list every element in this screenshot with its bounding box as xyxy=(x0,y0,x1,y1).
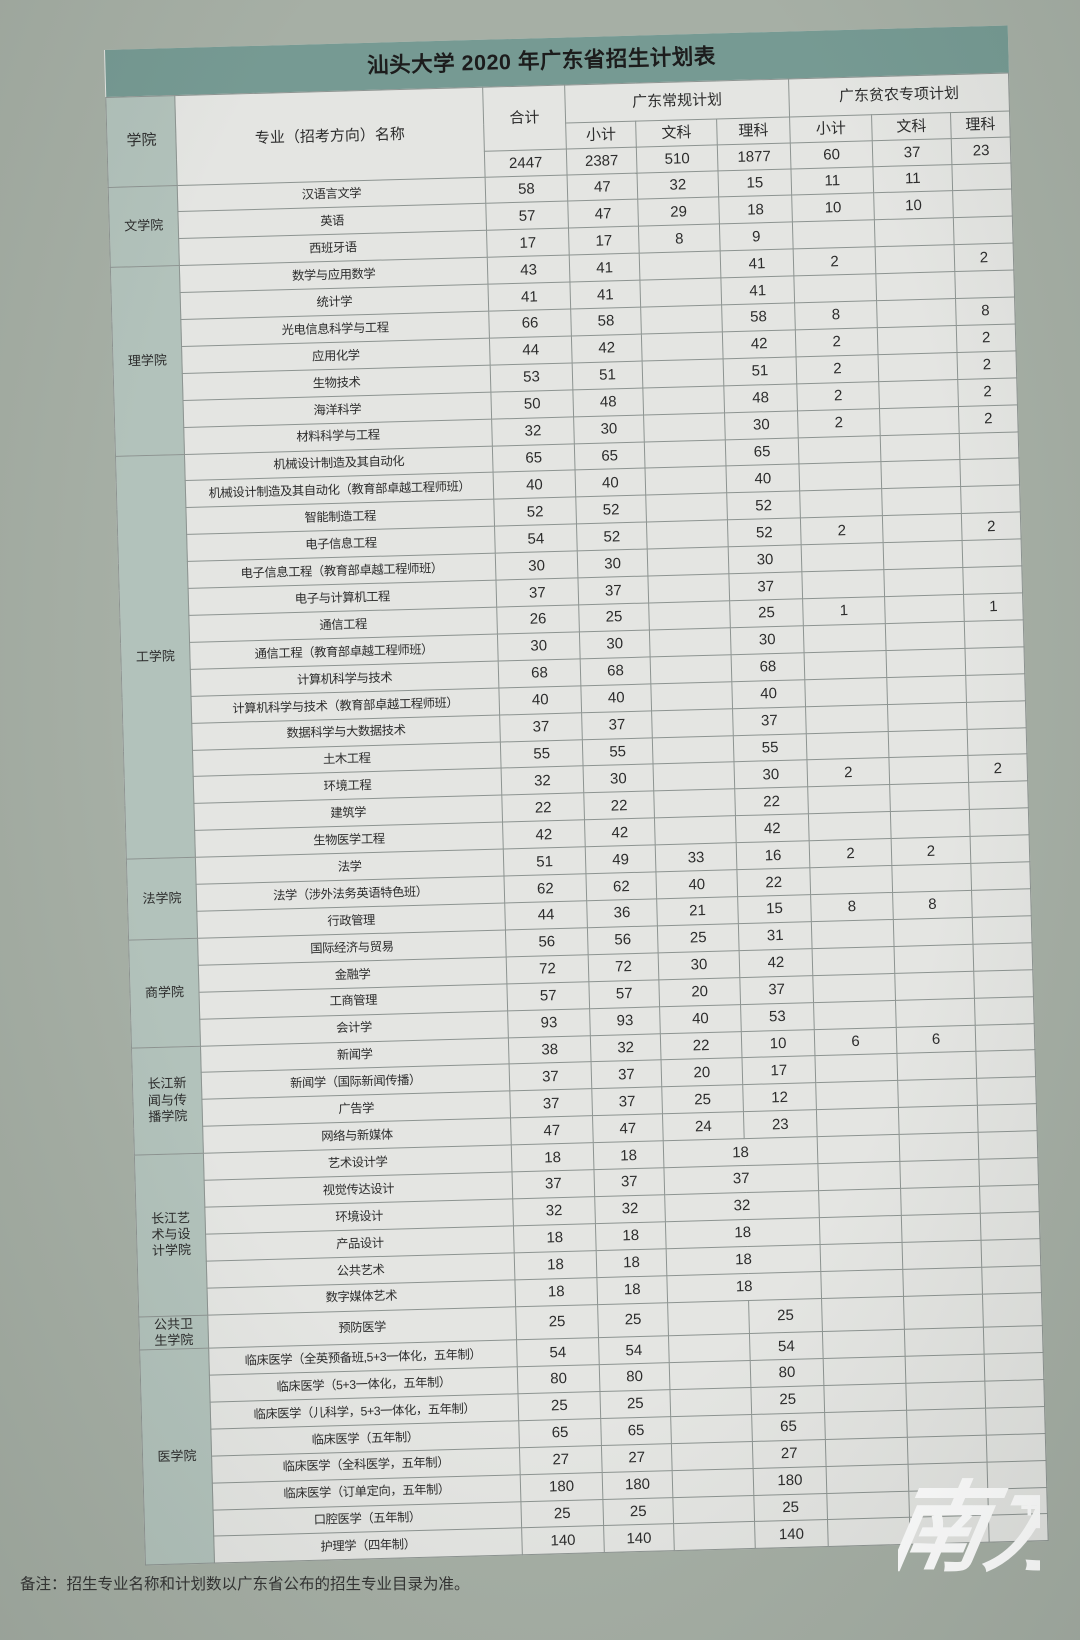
svg-text:+: + xyxy=(1020,1489,1039,1525)
svg-text:南方: 南方 xyxy=(898,1478,1040,1573)
